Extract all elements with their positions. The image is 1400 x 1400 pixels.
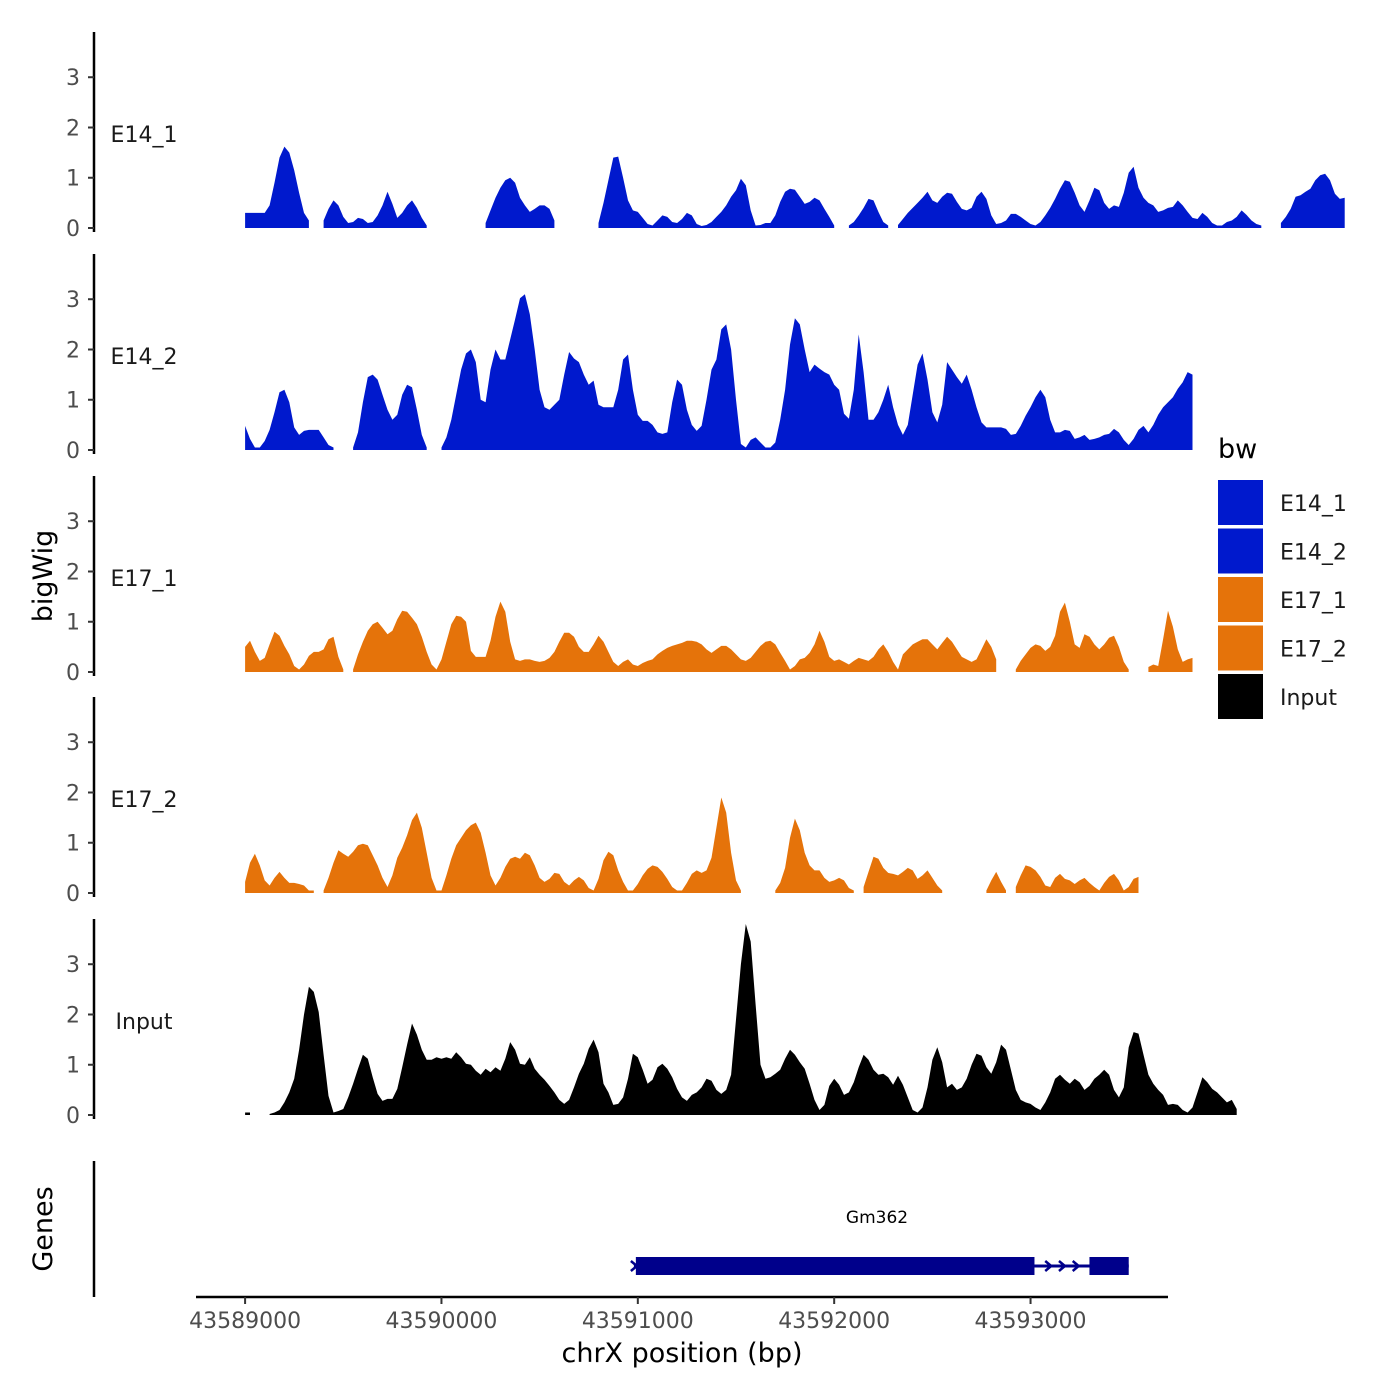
y-tick-label-input: 2 (66, 1003, 80, 1028)
signal-area-e14-1 (898, 166, 1262, 228)
signal-area-e14-2 (441, 294, 1193, 450)
signal-area-e14-1 (245, 146, 309, 228)
x-tick-label: 43589000 (189, 1309, 301, 1334)
legend-swatch-e14-2 (1218, 528, 1263, 574)
track-e17-1: 0 1 2 3 E17_1 (66, 476, 1193, 686)
legend-label-e17-1: E17_1 (1280, 589, 1347, 614)
genes-axis-title: Genes (28, 1186, 59, 1271)
track-label-input: Input (116, 1010, 173, 1035)
signal-tracks: 0 1 2 3 E14_1 0 1 2 3 E14_2 0 1 2 3 E17_1 0 1 2 3 E17_2 0 1 2 3… (66, 32, 1345, 1129)
y-tick-label-e14-2: 0 (66, 439, 80, 464)
y-tick-label-e17-1: 1 (66, 611, 80, 636)
y-tick-label-e14-1: 1 (66, 167, 80, 192)
signal-area-e17-1 (353, 601, 997, 672)
y-tick-label-input: 3 (66, 953, 80, 978)
y-axis-title: bigWig (28, 530, 59, 623)
signal-area-e17-2 (863, 856, 943, 893)
track-label-e14-2: E14_2 (111, 345, 178, 370)
signal-area-e17-2 (323, 797, 741, 893)
strand-arrow-icon (1071, 1260, 1081, 1272)
y-tick-label-e14-2: 1 (66, 389, 80, 414)
signal-area-e17-1 (245, 631, 344, 672)
signal-area-input (269, 924, 1237, 1115)
y-tick-label-e14-2: 3 (66, 288, 80, 313)
legend-label-e14-1: E14_1 (1280, 492, 1347, 517)
legend-label-e17-2: E17_2 (1280, 638, 1347, 663)
legend-swatch-e17-2 (1218, 625, 1263, 671)
y-tick-label-e14-1: 0 (66, 217, 80, 242)
y-tick-label-e17-2: 1 (66, 832, 80, 857)
y-tick-label-e17-1: 3 (66, 510, 80, 535)
signal-area-e17-2 (1015, 865, 1139, 893)
strand-arrow-icon (1044, 1260, 1054, 1272)
legend-label-input: Input (1280, 686, 1337, 711)
signal-area-e17-2 (775, 818, 854, 893)
signal-area-e14-1 (485, 177, 555, 228)
y-tick-label-e17-1: 0 (66, 661, 80, 686)
x-tick-label: 43591000 (582, 1309, 694, 1334)
legend: bw E14_1 E14_2 E17_1 E17_2 Input (1218, 434, 1347, 719)
y-tick-label-input: 1 (66, 1054, 80, 1079)
gene-exon (635, 1257, 1035, 1275)
legend-label-e14-2: E14_2 (1280, 541, 1347, 566)
y-tick-label-e17-1: 2 (66, 560, 80, 585)
signal-area-e14-1 (1280, 173, 1345, 228)
track-label-e17-2: E17_2 (111, 788, 178, 813)
signal-area-e14-2 (353, 374, 427, 450)
track-label-e14-1: E14_1 (111, 123, 178, 148)
signal-area-e14-1 (598, 156, 835, 228)
y-tick-label-e17-2: 2 (66, 781, 80, 806)
legend-swatch-e17-1 (1218, 577, 1263, 622)
track-e14-2: 0 1 2 3 E14_2 (66, 254, 1193, 464)
track-input: 0 1 2 3 Input (66, 919, 1237, 1129)
y-tick-label-e17-2: 0 (66, 882, 80, 907)
signal-area-input (245, 1112, 250, 1115)
signal-area-e17-1 (1148, 610, 1193, 672)
x-axis-title: chrX position (bp) (561, 1338, 802, 1369)
signal-area-e14-1 (323, 191, 427, 228)
signal-area-e14-1 (848, 198, 889, 228)
gene-label: Gm362 (846, 1208, 908, 1228)
y-tick-label-e14-1: 3 (66, 66, 80, 91)
track-e14-1: 0 1 2 3 E14_1 (66, 32, 1345, 242)
strand-arrow-icon (1058, 1260, 1067, 1272)
y-tick-label-input: 0 (66, 1104, 80, 1129)
track-label-e17-1: E17_1 (111, 567, 178, 592)
x-axis: 43589000 43590000 43591000 43592000 43593000 (189, 1295, 1168, 1334)
legend-title: bw (1218, 434, 1257, 465)
signal-area-e17-2 (245, 853, 314, 893)
legend-swatch-e14-1 (1218, 480, 1263, 525)
signal-area-e14-2 (245, 389, 334, 450)
track-e17-2: 0 1 2 3 E17_2 (66, 697, 1139, 907)
x-tick-label: 43592000 (778, 1309, 890, 1334)
gene-exon (1089, 1257, 1129, 1275)
x-tick-label: 43590000 (385, 1309, 497, 1334)
strand-arrow-icon (630, 1260, 639, 1272)
legend-swatch-input (1218, 674, 1263, 719)
signal-area-e17-2 (986, 871, 1006, 893)
signal-area-e17-1 (1015, 602, 1129, 672)
y-tick-label-e14-1: 2 (66, 116, 80, 141)
gene-panel: Gm362 (92, 1161, 1129, 1297)
y-tick-label-e17-2: 3 (66, 731, 80, 756)
y-tick-label-e14-2: 2 (66, 338, 80, 363)
x-tick-label: 43593000 (975, 1309, 1087, 1334)
